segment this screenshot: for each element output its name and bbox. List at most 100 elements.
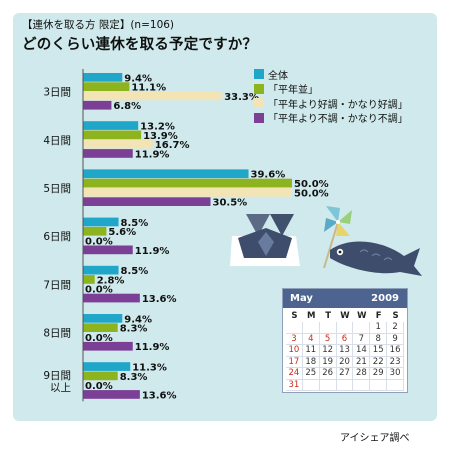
calendar-day: 8 — [370, 333, 388, 345]
data-label: 11.1% — [131, 83, 166, 94]
legend-label: 「平年より好調・かなり好調」 — [268, 99, 408, 111]
bar — [83, 245, 133, 255]
data-label: 8.5% — [121, 266, 149, 277]
legend-item: 「平年より不調・かなり不調」 — [254, 111, 408, 126]
bar — [83, 149, 133, 158]
calendar-day — [387, 379, 404, 391]
legend-item: 「平年並」 — [254, 82, 408, 97]
bar — [83, 100, 112, 110]
calendar-day: 11 — [302, 345, 320, 357]
calendar-day: 13 — [336, 345, 354, 357]
category-label: 9日間 — [43, 370, 71, 382]
calendar-weekday: W — [340, 311, 350, 321]
data-label: 0.0% — [85, 333, 113, 344]
bar — [83, 121, 139, 130]
legend-swatch — [254, 98, 264, 109]
bar — [83, 323, 118, 332]
data-label: 9.4% — [124, 73, 152, 84]
legend-swatch — [254, 83, 264, 94]
calendar-day — [302, 322, 320, 334]
data-label: 50.0% — [294, 179, 329, 190]
calendar-day — [319, 379, 337, 391]
data-label: 11.3% — [132, 363, 167, 374]
data-label: 13.6% — [142, 294, 177, 305]
bar — [83, 265, 119, 275]
calendar-day — [286, 322, 303, 334]
calendar-day — [370, 379, 388, 391]
calendar-weekday: S — [392, 311, 399, 321]
data-label: 11.9% — [135, 246, 170, 257]
calendar-day: 30 — [387, 368, 404, 380]
data-label: 13.6% — [142, 390, 177, 401]
category-label: 以上 — [50, 382, 71, 394]
pinwheel-icon — [323, 206, 352, 269]
calendar-day: 20 — [336, 356, 354, 368]
calendar-day: 9 — [387, 333, 404, 345]
calendar-day: 28 — [353, 368, 371, 380]
calendar-month: May — [290, 293, 313, 304]
calendar-day: 25 — [302, 368, 320, 380]
data-label: 0.0% — [85, 285, 113, 296]
calendar-weekday: W — [357, 311, 367, 321]
legend-label: 「平年より不調・かなり不調」 — [268, 114, 408, 126]
category-label: 6日間 — [43, 231, 71, 243]
calendar-day: 31 — [286, 379, 303, 391]
data-label: 33.3% — [224, 92, 259, 103]
calendar-day — [353, 322, 371, 334]
category-label: 7日間 — [43, 279, 71, 291]
calendar-day: 18 — [302, 356, 320, 368]
bar — [83, 275, 95, 284]
calendar-year: 2009 — [371, 293, 399, 304]
calendar-day: 2 — [387, 322, 404, 334]
calendar-day: 27 — [336, 368, 354, 380]
bar — [83, 362, 131, 371]
source-credit: アイシェア調べ — [340, 433, 410, 444]
calendar-day — [336, 322, 354, 334]
calendar-day — [319, 322, 337, 334]
category-label: 8日間 — [43, 328, 71, 340]
legend-label: 全体 — [268, 70, 288, 82]
legend-item: 全体 — [254, 67, 408, 82]
calendar-day: 3 — [286, 333, 303, 345]
bar — [83, 188, 292, 197]
legend-item: 「平年より好調・かなり好調」 — [254, 96, 408, 111]
calendar-day — [336, 379, 354, 391]
calendar-day: 7 — [353, 333, 371, 345]
bar — [83, 91, 223, 101]
bar — [83, 341, 133, 351]
data-label: 0.0% — [85, 237, 113, 248]
data-label: 50.0% — [294, 188, 329, 199]
calendar-weekday: S — [291, 311, 298, 321]
bar — [83, 82, 130, 91]
calendar-day: 15 — [370, 345, 388, 357]
calendar-day: 17 — [286, 356, 303, 368]
calendar-day: 24 — [286, 368, 303, 380]
bar — [83, 197, 211, 206]
calendar-weekday: T — [325, 311, 332, 321]
data-label: 8.3% — [120, 372, 148, 383]
bar — [83, 226, 107, 236]
calendar-day: 23 — [387, 356, 404, 368]
data-label: 30.5% — [212, 198, 247, 209]
calendar-day: 19 — [319, 356, 337, 368]
bar — [83, 169, 249, 179]
data-label: 13.9% — [143, 131, 178, 142]
data-label: 16.7% — [155, 140, 190, 151]
calendar-day: 22 — [370, 356, 388, 368]
category-label: 4日間 — [43, 135, 71, 147]
data-label: 13.2% — [140, 122, 175, 133]
chart-title: どのくらい連休を取る予定ですか？ — [22, 37, 258, 53]
calendar-header: May 2009 — [283, 289, 407, 308]
data-label: 11.9% — [135, 342, 170, 353]
data-label: 2.8% — [97, 275, 125, 286]
legend-label: 「平年並」 — [268, 85, 318, 97]
data-label: 11.9% — [135, 149, 170, 160]
bar — [83, 130, 142, 140]
calendar-day: 29 — [370, 368, 388, 380]
calendar-day — [302, 379, 320, 391]
koinobori-carp-icon — [330, 241, 422, 276]
legend-swatch — [254, 112, 264, 123]
bar — [83, 217, 119, 227]
